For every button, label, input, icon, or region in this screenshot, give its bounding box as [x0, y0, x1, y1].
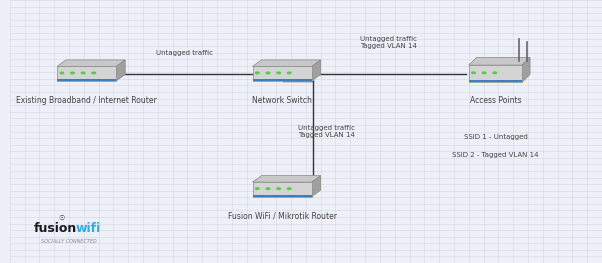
Polygon shape — [253, 60, 321, 67]
Polygon shape — [312, 60, 321, 81]
Polygon shape — [253, 176, 321, 182]
Circle shape — [255, 188, 259, 189]
Circle shape — [266, 188, 270, 189]
Text: Untagged traffic
Tagged VLAN 14: Untagged traffic Tagged VLAN 14 — [360, 36, 417, 49]
Text: fusion: fusion — [34, 222, 76, 235]
Polygon shape — [57, 60, 125, 67]
Circle shape — [493, 72, 497, 74]
Polygon shape — [312, 176, 321, 197]
Polygon shape — [57, 67, 116, 81]
Text: Untagged traffic: Untagged traffic — [156, 50, 213, 55]
Circle shape — [288, 72, 291, 74]
Text: Network Switch: Network Switch — [252, 96, 312, 105]
Polygon shape — [116, 60, 125, 81]
Polygon shape — [253, 195, 312, 197]
Text: SSID 1 - Untagged: SSID 1 - Untagged — [464, 134, 527, 140]
Circle shape — [472, 72, 475, 74]
Circle shape — [81, 72, 85, 74]
Polygon shape — [469, 65, 522, 82]
Circle shape — [482, 72, 486, 74]
Circle shape — [255, 72, 259, 74]
Text: SSID 2 - Tagged VLAN 14: SSID 2 - Tagged VLAN 14 — [452, 152, 539, 158]
Circle shape — [266, 72, 270, 74]
Polygon shape — [522, 57, 530, 82]
Polygon shape — [57, 79, 116, 81]
Circle shape — [60, 72, 64, 74]
Circle shape — [277, 72, 281, 74]
Polygon shape — [253, 79, 312, 81]
Text: ☉: ☉ — [59, 215, 65, 221]
Text: Fusion WiFi / Mikrotik Router: Fusion WiFi / Mikrotik Router — [228, 212, 337, 221]
Text: Untagged traffic
Tagged VLAN 14: Untagged traffic Tagged VLAN 14 — [298, 125, 355, 138]
Polygon shape — [253, 182, 312, 197]
Polygon shape — [469, 80, 522, 82]
Circle shape — [70, 72, 74, 74]
Polygon shape — [469, 57, 530, 65]
Text: SOCIALLY CONNECTED: SOCIALLY CONNECTED — [40, 239, 96, 245]
Text: Access Points: Access Points — [470, 96, 521, 105]
Text: wifi: wifi — [76, 222, 101, 235]
Circle shape — [288, 188, 291, 189]
Text: Existing Broadband / Internet Router: Existing Broadband / Internet Router — [16, 96, 157, 105]
Polygon shape — [253, 67, 312, 81]
Circle shape — [92, 72, 96, 74]
Circle shape — [277, 188, 281, 189]
